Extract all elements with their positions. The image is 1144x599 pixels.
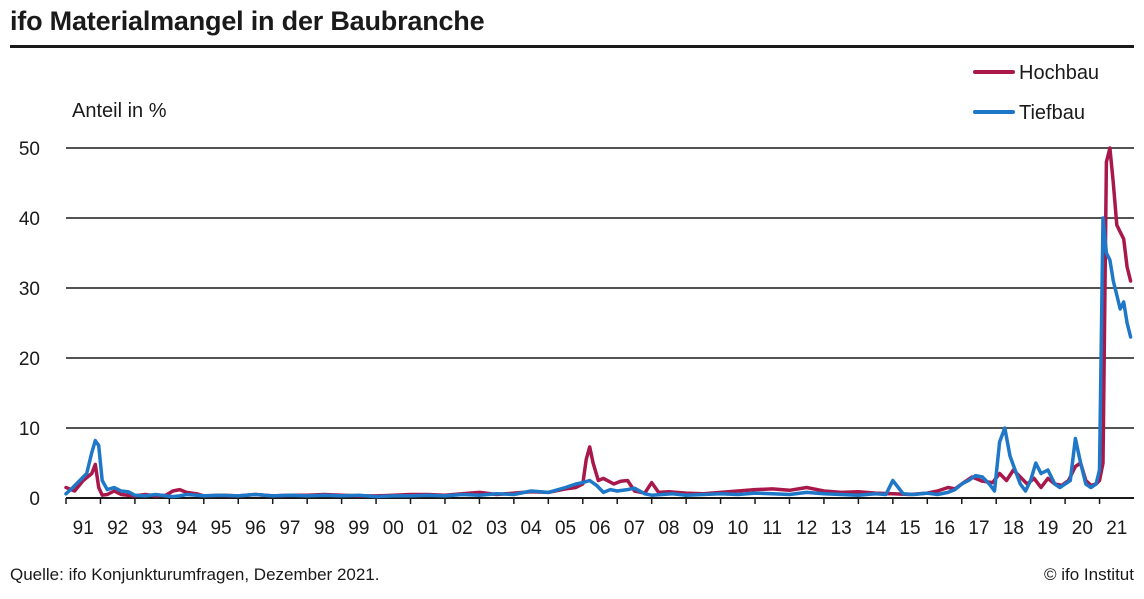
x-tick-label: 02: [452, 518, 473, 539]
y-axis-label: Anteil in %: [72, 100, 167, 122]
x-tick-label: 05: [555, 518, 576, 539]
x-tick-label: 12: [796, 518, 817, 539]
y-tick-label: 30: [19, 279, 40, 300]
x-tick-label: 01: [417, 518, 438, 539]
x-axis-ticks: 91 92 93 94 95 96 97 98 99 00 01 02 03 04 05 06 07 08 09 10…: [65, 498, 1127, 539]
x-tick-label: 20: [1072, 518, 1093, 539]
x-tick-label: 11: [762, 518, 782, 539]
series-line-hochbau: [64, 146, 1133, 498]
x-tick-label: 98: [314, 518, 335, 539]
legend-label-tiefbau: Tiefbau: [1019, 102, 1085, 124]
chart-canvas: 0 10 20 30 40 50 91 92 93 94 95 96 97 98 99 00 01 02 03 04…: [19, 62, 1134, 539]
x-tick-label: 94: [176, 518, 198, 539]
series-lines: [64, 146, 1133, 499]
x-tick-label: 13: [831, 518, 852, 539]
y-tick-label: 40: [19, 209, 40, 230]
x-tick-label: 09: [693, 518, 714, 539]
source-note: Quelle: ifo Konjunkturumfragen, Dezember…: [10, 565, 380, 584]
y-tick-label: 10: [19, 419, 40, 440]
x-tick-label: 21: [1106, 518, 1127, 539]
x-tick-label: 14: [865, 518, 887, 539]
title-rule: [10, 45, 1134, 48]
x-tick-label: 18: [1003, 518, 1024, 539]
y-axis-ticks: 0 10 20 30 40 50: [19, 139, 40, 510]
x-tick-label: 08: [658, 518, 679, 539]
x-tick-label: 93: [142, 518, 163, 539]
x-tick-label: 03: [486, 518, 507, 539]
x-tick-label: 99: [348, 518, 369, 539]
x-tick-label: 10: [727, 518, 748, 539]
x-tick-label: 95: [210, 518, 231, 539]
x-tick-label: 16: [934, 518, 955, 539]
x-tick-label: 00: [383, 518, 404, 539]
x-tick-label: 15: [899, 518, 920, 539]
series-line-tiefbau: [64, 216, 1133, 499]
legend-label-hochbau: Hochbau: [1019, 62, 1099, 84]
gridlines: [66, 147, 1134, 499]
x-tick-label: 92: [107, 518, 128, 539]
chart-title: ifo Materialmangel in der Baubranche: [10, 6, 485, 36]
legend: Hochbau Tiefbau: [973, 62, 1099, 124]
x-tick-label: 07: [624, 518, 645, 539]
x-tick-label: 06: [589, 518, 610, 539]
x-tick-label: 19: [1037, 518, 1058, 539]
y-tick-label: 0: [29, 489, 40, 510]
y-tick-label: 20: [19, 349, 40, 370]
x-tick-label: 17: [968, 518, 989, 539]
x-tick-label: 97: [279, 518, 300, 539]
copyright-note: © ifo Institut: [1043, 565, 1134, 584]
x-tick-label: 91: [73, 518, 94, 539]
y-tick-label: 50: [19, 139, 40, 160]
x-tick-label: 04: [521, 518, 543, 539]
x-tick-label: 96: [245, 518, 266, 539]
